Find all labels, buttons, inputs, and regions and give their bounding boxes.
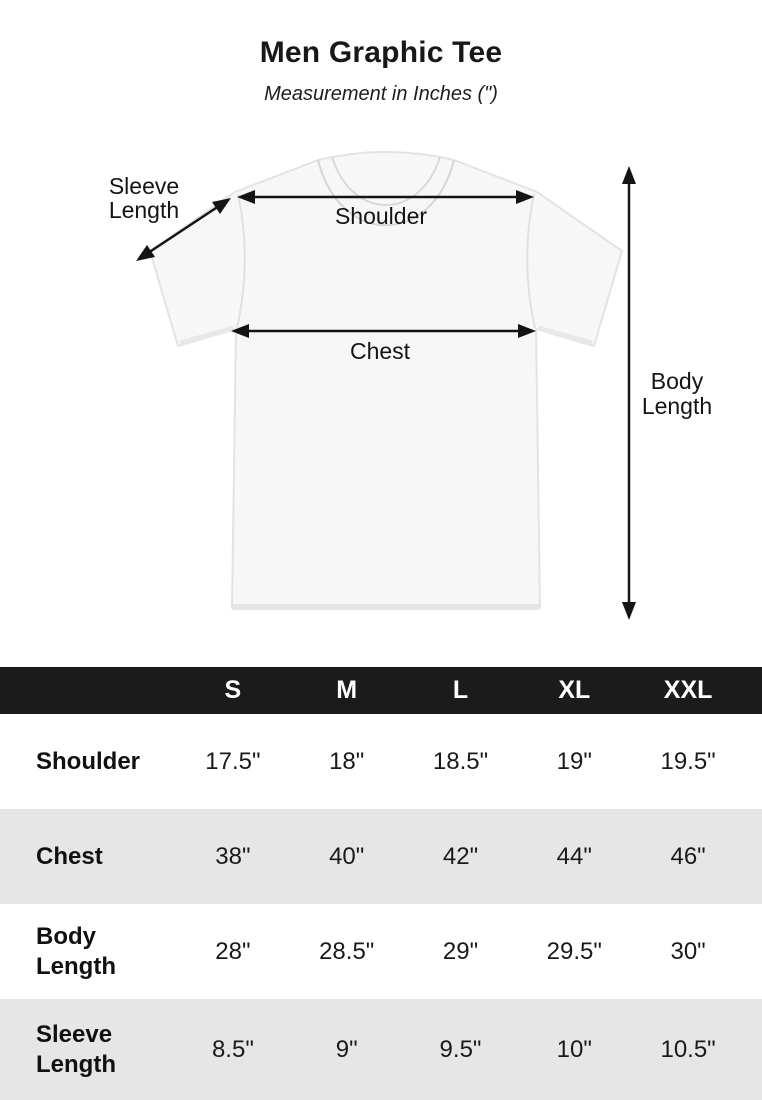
cell-shoulder-xxl: 19.5": [660, 747, 716, 775]
body-length-label-line1: Body: [651, 368, 704, 394]
table-row-shoulder: Shoulder 17.5" 18" 18.5" 19" 19.5": [0, 714, 762, 809]
column-header-m: M: [336, 676, 358, 704]
cell-chest-s: 38": [215, 842, 251, 870]
cell-sleeve-length-s: 8.5": [211, 1035, 254, 1063]
page-title: Men Graphic Tee: [259, 36, 503, 69]
size-table-header: S M L XL XXL: [0, 667, 762, 714]
cell-shoulder-m: 18": [329, 747, 365, 775]
sleeve-length-label-line1: Sleeve: [109, 173, 179, 199]
column-header-xxl: XXL: [663, 676, 713, 704]
cell-shoulder-xl: 19": [556, 747, 592, 775]
column-header-l: L: [452, 676, 469, 704]
body-length-label-line2: Length: [642, 393, 712, 419]
tshirt-measurement-diagram: Shoulder Chest Sleeve Length Body Length: [109, 151, 712, 620]
cell-body-length-xl: 29.5": [546, 937, 602, 965]
cell-chest-l: 42": [442, 842, 479, 870]
chest-measure-arrow: [231, 324, 536, 338]
sleeve-length-label-line2: Length: [109, 197, 179, 223]
cell-body-length-xxl: 30": [670, 937, 706, 965]
cell-body-length-m: 28.5": [319, 937, 375, 965]
cell-body-length-l: 29": [442, 937, 479, 965]
cell-body-length-s: 28": [215, 937, 251, 965]
tshirt-sleeve-hem-right: [537, 325, 593, 346]
cell-shoulder-s: 17.5": [205, 747, 261, 775]
size-table: S M L XL XXL Shoulder 17.5" 18" 18.5" 19…: [0, 667, 762, 1100]
sleeve-length-measure-arrow: [136, 198, 231, 261]
tshirt-collar-outer: [317, 159, 455, 227]
page-subtitle: Measurement in Inches ("): [264, 83, 498, 105]
cell-sleeve-length-m: 9": [335, 1035, 358, 1063]
chest-label: Chest: [350, 338, 411, 364]
tshirt-collar-inner: [331, 156, 441, 206]
table-row-chest: Chest 38" 40" 42" 44" 46": [0, 809, 762, 904]
tshirt-armhole-right: [526, 193, 536, 329]
row-label: Shoulder: [36, 747, 141, 775]
column-header-s: S: [224, 676, 242, 704]
title-block: Men Graphic Tee Measurement in Inches ("…: [0, 0, 762, 106]
cell-chest-m: 40": [329, 842, 365, 870]
body-length-measure-arrow: [622, 166, 636, 620]
shoulder-label: Shoulder: [335, 203, 427, 229]
row-label: Body Length: [36, 922, 116, 980]
shoulder-measure-arrow: [237, 190, 534, 204]
tshirt-illustration: [149, 151, 623, 610]
cell-chest-xxl: 46": [670, 842, 706, 870]
cell-shoulder-l: 18.5": [432, 747, 489, 775]
cell-chest-xl: 44": [556, 842, 592, 870]
tshirt-armhole-left: [236, 193, 246, 329]
table-row-sleeve-length: Sleeve Length 8.5" 9" 9.5" 10" 10.5": [0, 999, 762, 1100]
tshirt-sleeve-hem-left: [179, 325, 235, 346]
cell-sleeve-length-l: 9.5": [439, 1035, 482, 1063]
row-label: Chest: [36, 842, 103, 870]
cell-sleeve-length-xl: 10": [556, 1035, 592, 1063]
cell-sleeve-length-xxl: 10.5": [660, 1035, 716, 1063]
row-label: Sleeve Length: [36, 1020, 116, 1078]
column-header-xl: XL: [558, 676, 591, 704]
table-row-body-length: Body Length 28" 28.5" 29" 29.5" 30": [0, 904, 762, 999]
